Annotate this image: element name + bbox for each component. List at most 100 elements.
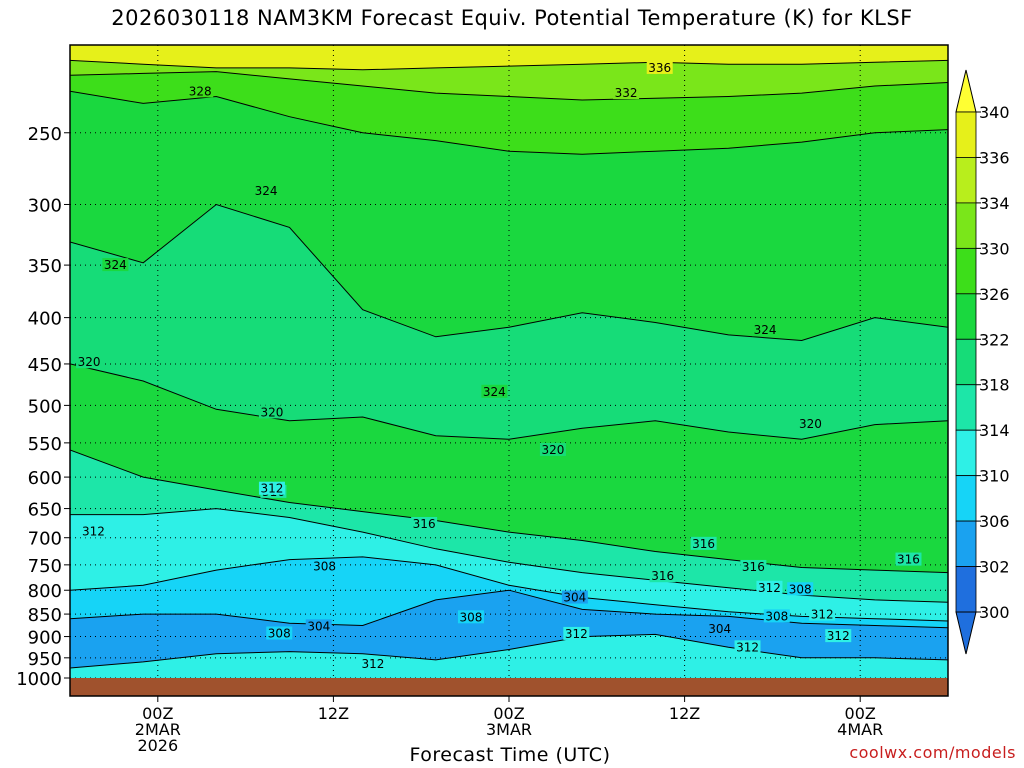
- contour-label-bg: [752, 323, 779, 337]
- chart-title: 2026030118 NAM3KM Forecast Equiv. Potent…: [111, 6, 913, 30]
- contour-label-text: 324: [104, 258, 127, 272]
- contour-label-text: 320: [260, 405, 283, 419]
- terrain-fill: [70, 678, 948, 696]
- contour-label-text: 336: [648, 61, 671, 75]
- y-tick-label: 250: [28, 124, 62, 145]
- colorbar-swatch: [955, 338, 977, 386]
- contour-label-text: 316: [651, 569, 674, 583]
- contour-label-bg: [311, 559, 338, 573]
- y-tick-label: 750: [28, 556, 62, 577]
- colorbar-label: 302: [979, 558, 1010, 577]
- contour-label: 336: [646, 60, 673, 75]
- colorbar-swatch: [955, 157, 977, 204]
- contour-label-bg: [563, 626, 590, 640]
- contour-label: 312: [359, 656, 386, 671]
- contour-label: 308: [787, 582, 814, 596]
- y-tick-label: 900: [28, 628, 62, 649]
- contour-label: 324: [752, 323, 779, 337]
- contour-label-text: 316: [742, 560, 765, 574]
- contour-label-text: 320: [78, 355, 101, 369]
- x-tick-label: 12Z: [669, 704, 700, 723]
- contour-line-324-3: [70, 203, 948, 342]
- colorbar-bottom-tip: [955, 611, 977, 655]
- contour-label-text: 308: [765, 609, 788, 623]
- colorbar-swatch: [955, 475, 977, 522]
- contour-label-text: 312: [758, 581, 781, 595]
- colorbar-swatch: [955, 566, 977, 613]
- heatmap-band-336: [70, 45, 948, 70]
- contour-label-bg: [457, 610, 484, 624]
- colorbar-label: 340: [979, 103, 1010, 122]
- colorbar-swatch: [955, 520, 977, 567]
- contour-label-bg: [763, 609, 790, 623]
- contour-label: 320: [258, 405, 285, 419]
- colorbar-top-tip: [955, 69, 977, 113]
- x-tick-label: 3MAR: [486, 720, 532, 739]
- colorbar-label: 318: [979, 376, 1010, 395]
- colorbar-label: 330: [979, 239, 1010, 258]
- contour-label-bg: [787, 582, 814, 596]
- colorbar-swatch: [955, 384, 977, 431]
- contour-label-bg: [809, 607, 836, 621]
- contour-label: 316: [411, 516, 438, 531]
- contour-label-bg: [734, 640, 761, 654]
- contour-label-text: 308: [460, 610, 483, 624]
- contour-label-bg: [740, 559, 767, 573]
- contour-line-332-1: [70, 71, 948, 101]
- y-tick-label: 550: [28, 434, 62, 455]
- contour-label: 324: [253, 184, 280, 198]
- colorbar-label: 322: [979, 330, 1010, 349]
- credit-text: coolwx.com/models: [849, 743, 1016, 762]
- contour-label-text: 316: [413, 517, 436, 531]
- contour-line-336-0: [70, 59, 948, 71]
- contour-label-bg: [646, 60, 673, 74]
- x-tick-label: 2MAR: [135, 720, 181, 739]
- contour-label: 316: [690, 536, 717, 551]
- contour-label: 304: [706, 622, 733, 636]
- contour-label-text: 320: [541, 443, 564, 457]
- x-tick-label: 2026: [137, 736, 178, 755]
- contour-label-bg: [359, 656, 386, 670]
- contour-label-bg: [825, 629, 852, 643]
- contour-line-316-5: [70, 449, 948, 574]
- y-tick-label: 500: [28, 396, 62, 417]
- contour-label-text: 304: [708, 622, 731, 636]
- x-tick-label: 00Z: [142, 704, 173, 723]
- contour-label: 304: [561, 590, 588, 605]
- x-tick-label: 00Z: [493, 704, 524, 723]
- contour-label: 320: [539, 442, 566, 457]
- contour-label: 308: [763, 609, 790, 623]
- y-tick-label: 600: [28, 468, 62, 489]
- contour-label-text: 308: [789, 582, 812, 596]
- y-tick-label: 350: [28, 256, 62, 277]
- x-tick-label: 00Z: [845, 704, 876, 723]
- contour-label: 308: [311, 559, 338, 573]
- contour-label-bg: [539, 442, 566, 456]
- contour-line-320-4: [70, 363, 948, 440]
- contour-label-bg: [76, 355, 103, 369]
- contour-label: 312: [756, 580, 783, 595]
- contour-label: 320: [797, 416, 824, 431]
- colorbar-label: 310: [979, 467, 1010, 486]
- contour-label-bg: [690, 536, 717, 550]
- contour-label: 312: [258, 481, 285, 496]
- colorbar-label: 300: [979, 603, 1010, 622]
- contour-label: 308: [457, 610, 484, 624]
- contour-label-bg: [258, 481, 285, 495]
- y-tick-label: 800: [28, 581, 62, 602]
- contour-label: 308: [266, 626, 293, 640]
- contour-label: 324: [102, 258, 129, 272]
- colorbar-swatch: [955, 111, 977, 158]
- contour-line-312-9: [70, 633, 948, 669]
- contour-label: 328: [187, 84, 214, 98]
- contour-label: 316: [895, 552, 922, 567]
- colorbar-label: 334: [979, 194, 1010, 213]
- y-tick-label: 700: [28, 529, 62, 550]
- contour-label-bg: [187, 84, 214, 98]
- contour-label: 312: [80, 524, 107, 538]
- contour-label-bg: [258, 405, 285, 419]
- y-tick-label: 850: [28, 605, 62, 626]
- contour-label: 324: [481, 384, 508, 399]
- contour-label-text: 312: [82, 524, 105, 538]
